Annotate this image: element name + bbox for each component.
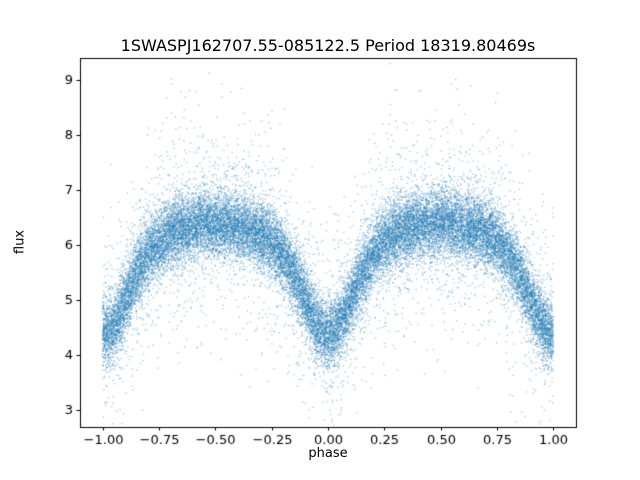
y-axis-label: flux	[12, 229, 28, 255]
chart-title: 1SWASPJ162707.55-085122.5 Period 18319.8…	[120, 36, 536, 55]
x-axis-label: phase	[308, 446, 348, 461]
